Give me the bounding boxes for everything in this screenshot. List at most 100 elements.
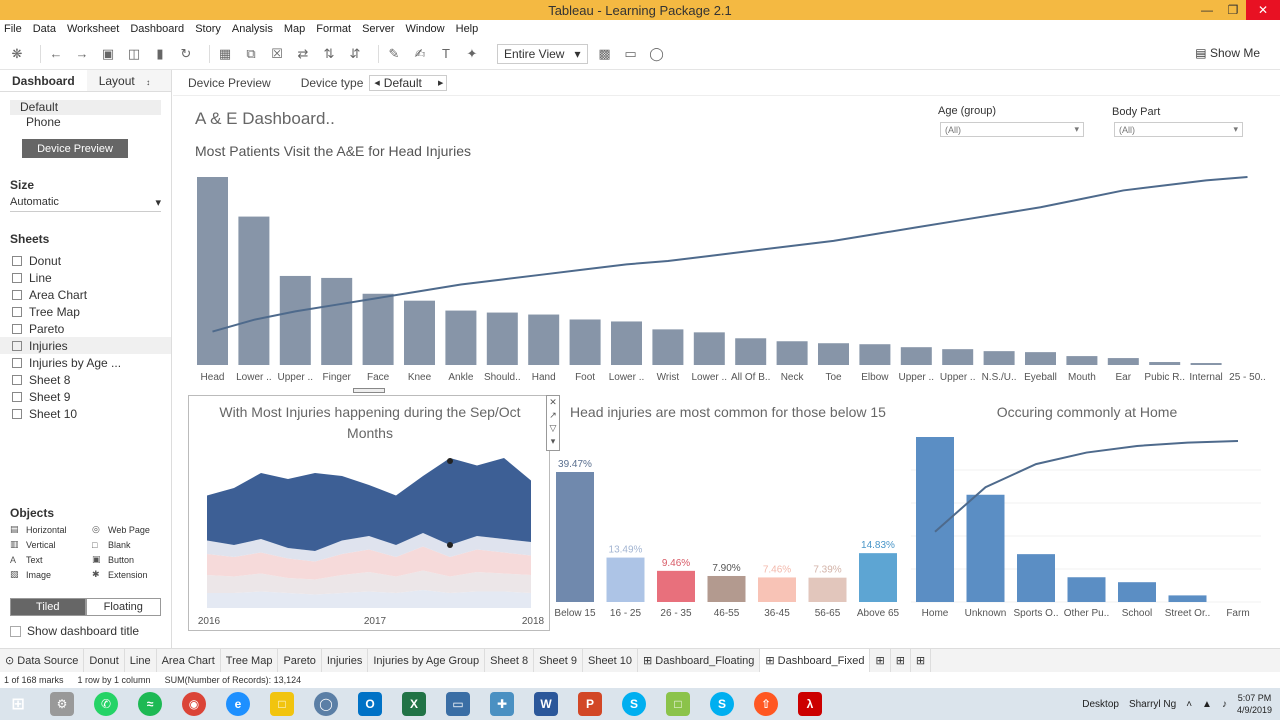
app-icon[interactable]: ⚙ xyxy=(44,689,80,719)
spotify-icon[interactable]: ≈ xyxy=(132,689,168,719)
pause-icon[interactable]: ▮ xyxy=(156,45,164,61)
menu-analysis[interactable]: Analysis xyxy=(231,23,273,35)
desktop-label[interactable]: Desktop xyxy=(1082,698,1119,710)
device-phone[interactable]: Phone xyxy=(26,115,61,129)
sort-desc-icon[interactable]: ⇵ xyxy=(349,45,361,61)
sheet-tab[interactable]: Pareto xyxy=(278,648,322,673)
new-story-icon[interactable]: ⊞ xyxy=(911,648,932,673)
sheet-tab[interactable]: Area Chart xyxy=(157,648,221,673)
globe-icon[interactable]: ◯ xyxy=(308,689,344,719)
object-image[interactable]: ▧ Image xyxy=(10,569,92,580)
menu-story[interactable]: Story xyxy=(195,23,221,35)
menu-format[interactable]: Format xyxy=(316,23,352,35)
filter-icon[interactable]: ▽ xyxy=(549,423,557,433)
tableau-logo-icon[interactable]: ❋ xyxy=(11,45,23,61)
menu-file[interactable]: File xyxy=(4,23,22,35)
tab-layout[interactable]: Layout ↕ xyxy=(86,70,171,91)
age-filter-select[interactable]: (All) ▾ xyxy=(940,122,1084,137)
save-icon[interactable]: ▣ xyxy=(101,45,115,61)
menu-server[interactable]: Server xyxy=(362,23,395,35)
sheet-item[interactable]: Donut xyxy=(0,252,171,269)
menu-dashboard[interactable]: Dashboard xyxy=(130,23,185,35)
pin-icon[interactable]: ✦ xyxy=(466,45,478,61)
excel-icon[interactable]: X xyxy=(396,689,432,719)
object-horizontal[interactable]: ▤ Horizontal xyxy=(10,524,92,535)
object-blank[interactable]: □ Blank xyxy=(92,539,174,550)
prev-icon[interactable]: ◀ xyxy=(374,79,380,87)
drag-handle[interactable] xyxy=(353,388,385,393)
sheet-item[interactable]: Area Chart xyxy=(0,286,171,303)
sheet-tab[interactable]: Sheet 10 xyxy=(583,648,639,673)
sheet-tab[interactable]: Line xyxy=(125,648,157,673)
device-preview-tab[interactable]: Device Preview xyxy=(188,75,271,90)
sheet-tab[interactable]: ⊞ Dashboard_Floating xyxy=(638,648,761,673)
sheet-tab[interactable]: ⊙ Data Source xyxy=(0,648,85,673)
word-icon[interactable]: W xyxy=(528,689,564,719)
labels-icon[interactable]: T xyxy=(442,46,450,61)
upload-icon[interactable]: ⇧ xyxy=(748,689,784,719)
powerpoint-icon[interactable]: P xyxy=(572,689,608,719)
tiled-button[interactable]: Tiled xyxy=(10,598,86,616)
next-icon[interactable]: ▶ xyxy=(438,79,444,87)
sheet-tab[interactable]: ⊞ Dashboard_Fixed xyxy=(760,648,871,673)
network-icon[interactable]: ▲ xyxy=(1202,698,1212,710)
sheet-item[interactable]: Injuries xyxy=(0,337,171,354)
more-options-icon[interactable]: ▾ xyxy=(550,436,556,446)
menu-window[interactable]: Window xyxy=(405,23,445,35)
device-type-select[interactable]: ◀ Default ▶ xyxy=(369,74,448,91)
tab-dashboard[interactable]: Dashboard xyxy=(0,70,87,91)
new-worksheet-icon[interactable]: ⊞ xyxy=(870,648,891,673)
show-me-button[interactable]: ▤ Show Me xyxy=(1195,46,1260,60)
highlight-icon[interactable]: ✎ xyxy=(388,45,400,61)
close-icon[interactable]: ✕ xyxy=(1246,0,1280,20)
object-extension[interactable]: ✱ Extension xyxy=(92,569,174,580)
new-dashboard-icon[interactable]: ⊞ xyxy=(891,648,911,673)
sheet-tab[interactable]: Donut xyxy=(84,648,125,673)
new-datasource-icon[interactable]: ◫ xyxy=(127,45,141,61)
sheet-item[interactable]: Sheet 8 xyxy=(0,371,171,388)
goto-sheet-icon[interactable]: ↗ xyxy=(549,410,557,420)
sort-asc-icon[interactable]: ⇅ xyxy=(323,45,335,61)
sheet-item[interactable]: Injuries by Age ... xyxy=(0,354,171,371)
cards-icon[interactable]: ▩ xyxy=(598,45,611,61)
device-preview-button[interactable]: Device Preview xyxy=(22,139,128,158)
size-select[interactable]: Automatic ▾ xyxy=(10,196,161,212)
area-chart-container[interactable]: With Most Injuries happening during the … xyxy=(188,395,550,631)
sheet-item[interactable]: Pareto xyxy=(0,320,171,337)
folder-icon[interactable]: □ xyxy=(264,689,300,719)
object-vertical[interactable]: ▥ Vertical xyxy=(10,539,92,550)
duplicate-icon[interactable]: ⧉ xyxy=(246,45,256,61)
object-button[interactable]: ▣ Button xyxy=(92,554,174,565)
presentation-icon[interactable]: ▭ xyxy=(624,45,637,61)
device-default[interactable]: Default xyxy=(10,100,161,115)
body-filter-select[interactable]: (All) ▾ xyxy=(1114,122,1243,137)
sheet-tab[interactable]: Sheet 9 xyxy=(534,648,583,673)
minimize-icon[interactable]: — xyxy=(1201,3,1213,17)
sheet-item[interactable]: Line xyxy=(0,269,171,286)
close-icon[interactable]: ✕ xyxy=(549,397,557,407)
sheet-item[interactable]: Tree Map xyxy=(0,303,171,320)
group-icon[interactable]: ✍ xyxy=(414,45,426,61)
skype-icon[interactable]: S xyxy=(616,689,652,719)
sheet-item[interactable]: Sheet 9 xyxy=(0,388,171,405)
floating-button[interactable]: Floating xyxy=(85,598,161,616)
maximize-icon[interactable]: ❐ xyxy=(1227,3,1239,17)
sheet-tab[interactable]: Injuries xyxy=(322,648,369,673)
ie-icon[interactable]: e xyxy=(220,689,256,719)
monitor-icon[interactable]: ▭ xyxy=(440,689,476,719)
acrobat-icon[interactable]: λ xyxy=(792,689,828,719)
sheet-tab[interactable]: Injuries by Age Group xyxy=(368,648,486,673)
object-text[interactable]: A Text xyxy=(10,554,92,565)
whatsapp-icon[interactable]: ✆ xyxy=(88,689,124,719)
menu-map[interactable]: Map xyxy=(283,23,306,35)
menu-help[interactable]: Help xyxy=(455,23,479,35)
refresh-icon[interactable]: ↻ xyxy=(180,45,192,61)
sheet-tab[interactable]: Tree Map xyxy=(221,648,279,673)
show-title-checkbox[interactable]: Show dashboard title xyxy=(10,624,161,638)
sheet-item[interactable]: Sheet 10 xyxy=(0,405,171,422)
outlook-icon[interactable]: O xyxy=(352,689,388,719)
menu-data[interactable]: Data xyxy=(32,23,56,35)
fit-view-select[interactable]: Entire View ▾ xyxy=(497,43,588,64)
clear-icon[interactable]: ☒ xyxy=(271,45,283,61)
files-icon[interactable]: □ xyxy=(660,689,696,719)
